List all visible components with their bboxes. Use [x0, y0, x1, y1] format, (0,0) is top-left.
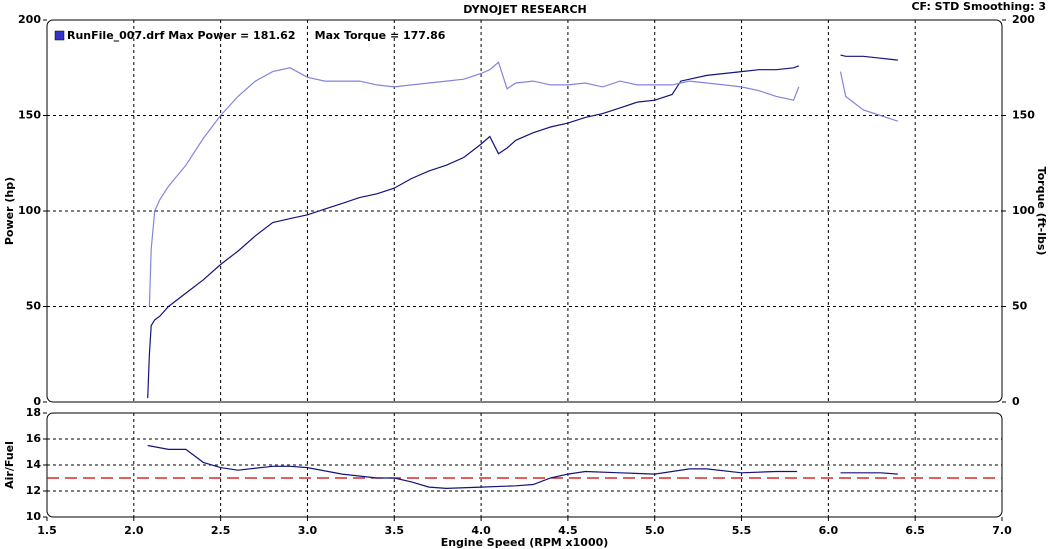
y-tick-label: 150 [18, 109, 41, 122]
settings-note: CF: STD Smoothing: 3 [911, 0, 1046, 13]
x-tick-label: 3.5 [385, 524, 405, 537]
data-line [147, 444, 898, 490]
y2-tick-label: 150 [1012, 109, 1035, 122]
legend-text: RunFile_007.drf Max Power = 181.62 Max T… [67, 29, 446, 42]
y-tick-label: 18 [26, 406, 41, 419]
x-tick-label: 7.0 [992, 524, 1012, 537]
x-tick-label: 3.0 [298, 524, 318, 537]
data-line [148, 61, 898, 307]
x-tick-label: 5.0 [645, 524, 665, 537]
y2-tick-label: 0 [1012, 395, 1020, 408]
y-tick-label: 0 [33, 395, 41, 408]
y2-tick-label: 50 [1012, 300, 1028, 313]
x-tick-label: 5.5 [732, 524, 752, 537]
x-tick-label: 1.5 [37, 524, 57, 537]
y-tick-label: 14 [26, 458, 42, 471]
y2-tick-label: 200 [1012, 13, 1035, 26]
y-tick-label: 50 [26, 300, 42, 313]
y-axis-label: Power (hp) [3, 177, 16, 245]
y2-tick-label: 100 [1012, 204, 1035, 217]
y-tick-label: 16 [26, 432, 42, 445]
y-axis-label: Air/Fuel [3, 441, 16, 489]
data-line [147, 54, 898, 399]
y2-axis-label: Torque (ft-lbs) [1035, 167, 1048, 256]
chart-title: DYNOJET RESEARCH [463, 3, 586, 16]
y-tick-label: 200 [18, 13, 41, 26]
x-tick-label: 2.5 [211, 524, 231, 537]
x-tick-label: 2.0 [124, 524, 144, 537]
x-tick-label: 4.0 [471, 524, 491, 537]
x-tick-label: 4.5 [558, 524, 578, 537]
y-tick-label: 10 [26, 510, 42, 523]
x-tick-label: 6.0 [819, 524, 839, 537]
x-axis-label: Engine Speed (RPM x1000) [441, 536, 609, 549]
y-tick-label: 100 [18, 204, 41, 217]
x-tick-label: 6.5 [905, 524, 925, 537]
legend-swatch [54, 30, 65, 41]
y-tick-label: 12 [26, 484, 41, 497]
